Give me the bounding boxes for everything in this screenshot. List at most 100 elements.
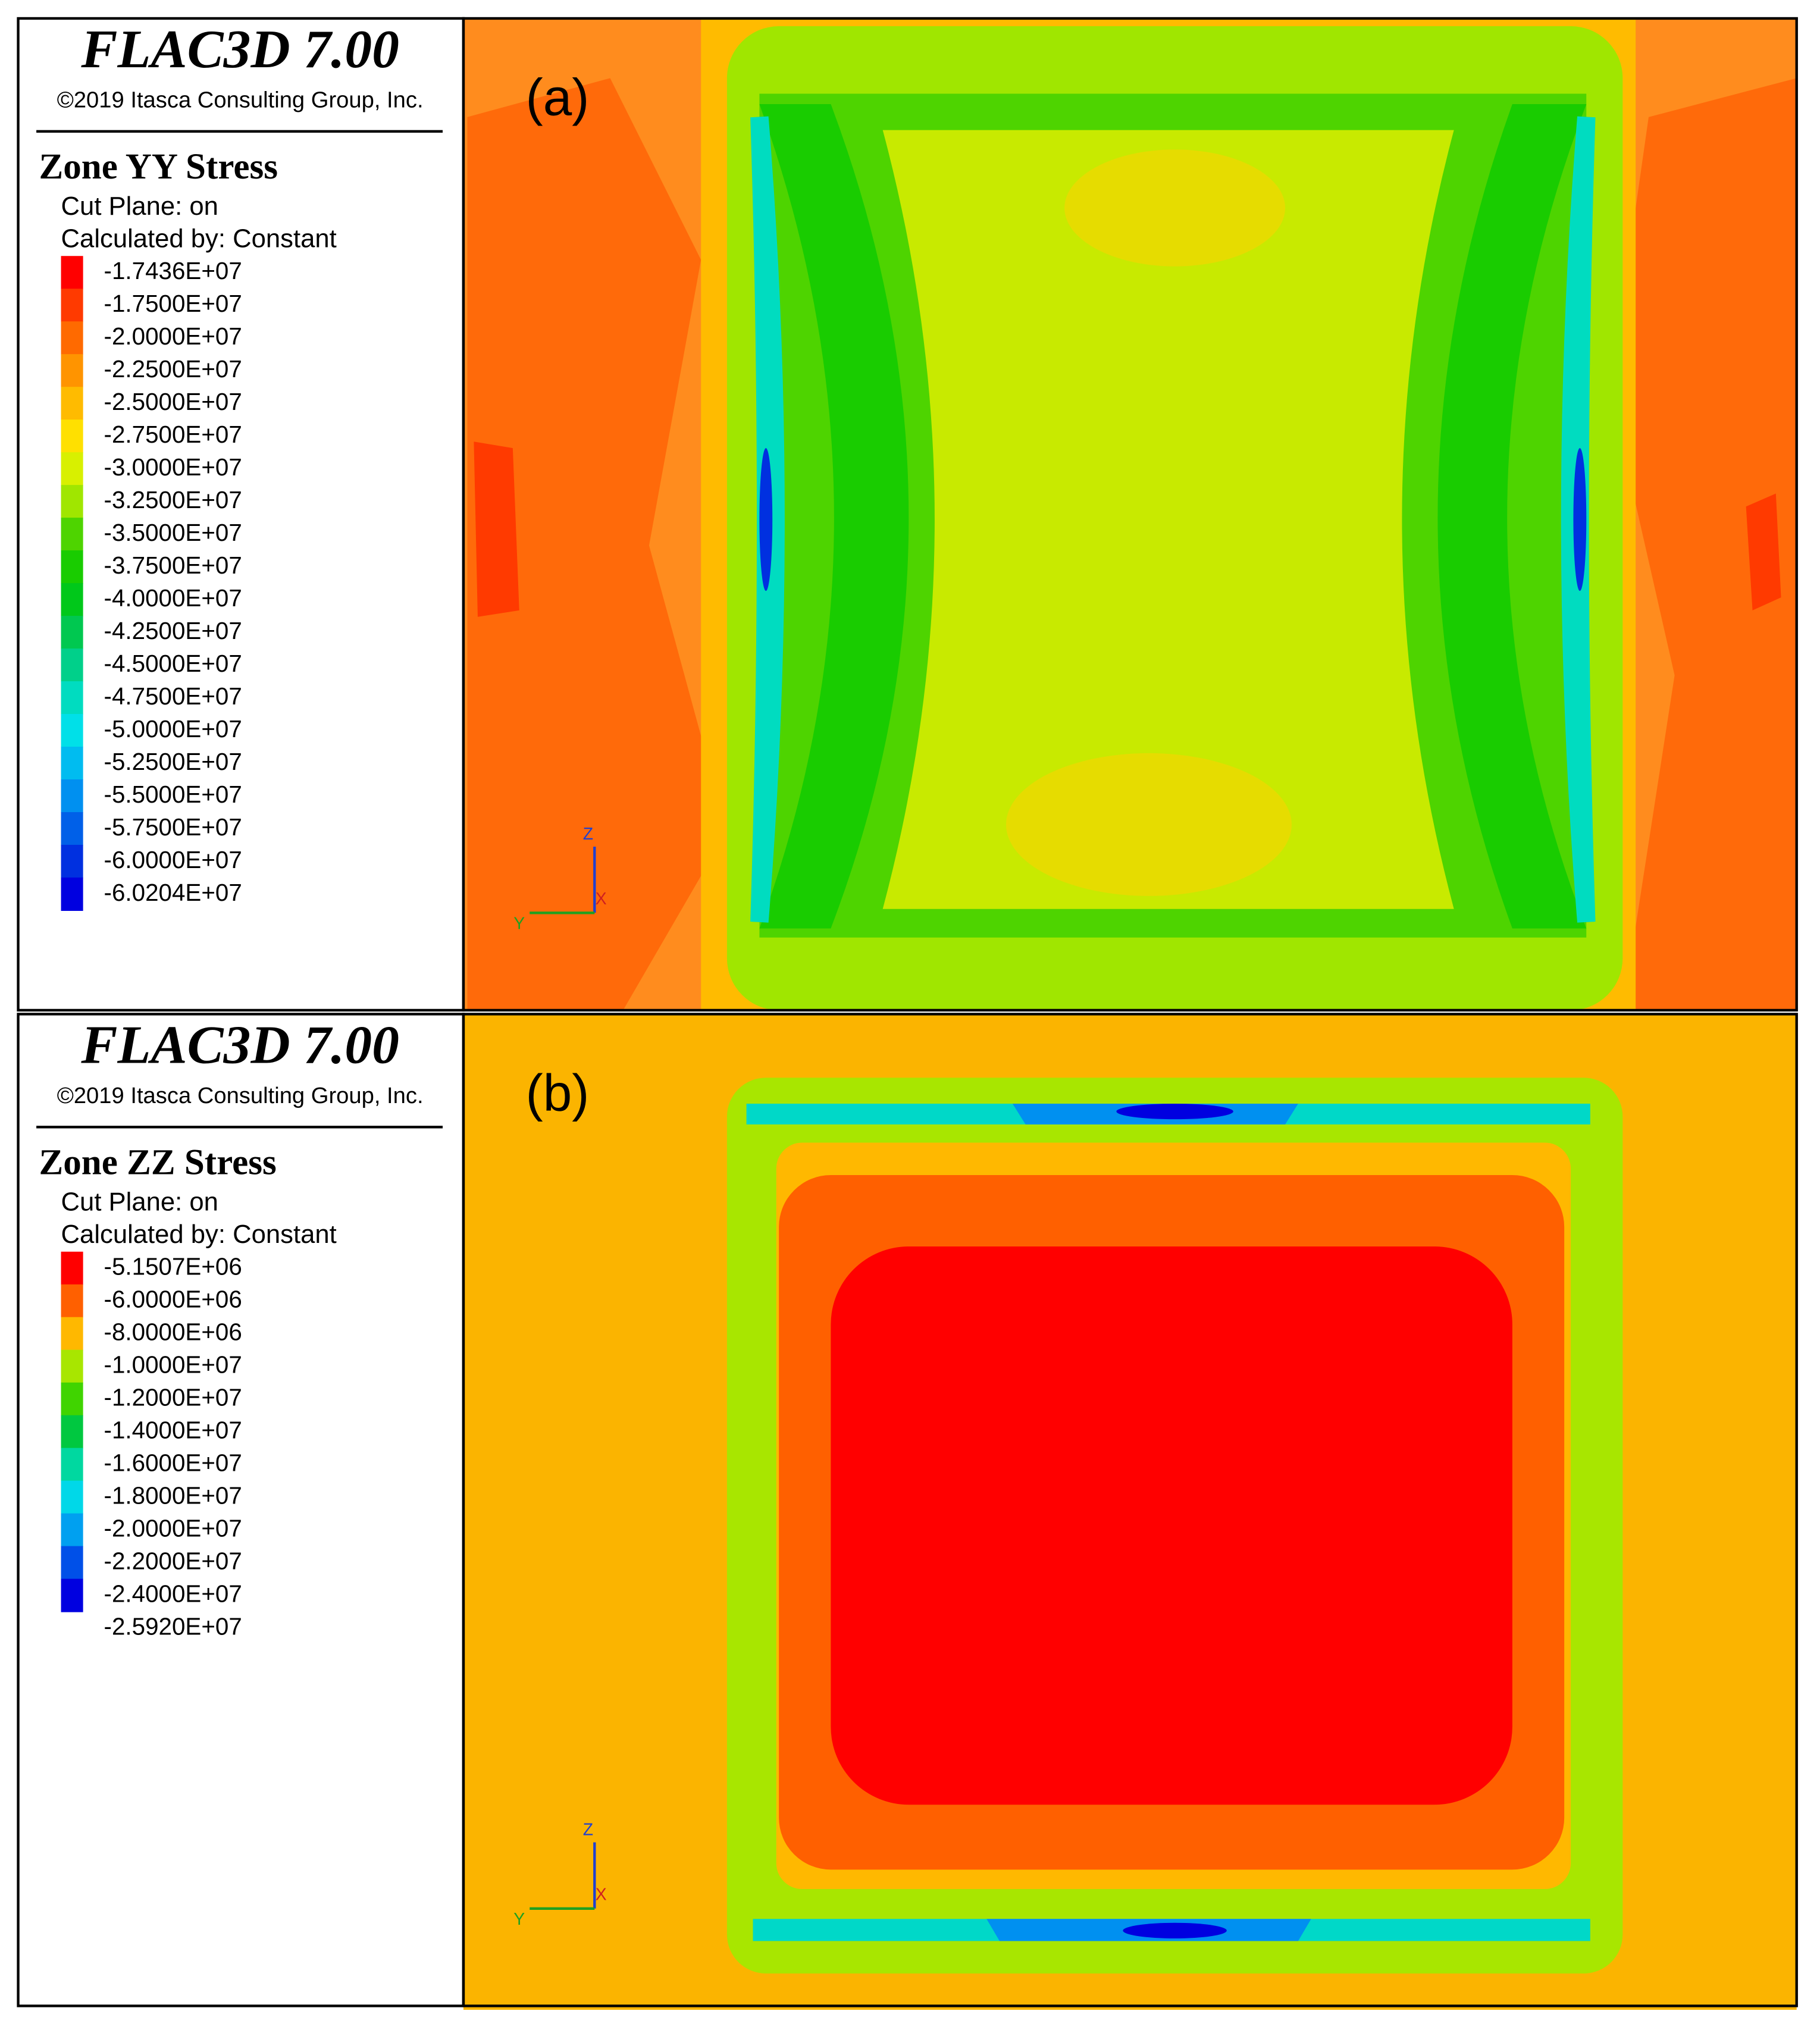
legend-label: -2.0000E+07 — [104, 322, 242, 350]
legend-label: -2.4000E+07 — [104, 1580, 242, 1608]
legend-swatch — [61, 1415, 83, 1449]
axis-z-label: Z — [583, 1820, 593, 1839]
contour-region — [831, 1246, 1512, 1805]
legend-swatch — [61, 681, 83, 715]
legend-label: -4.5000E+07 — [104, 650, 242, 677]
legend-swatch — [61, 616, 83, 650]
legend-swatch — [61, 1317, 83, 1351]
copyright: ©2019 Itasca Consulting Group, Inc. — [57, 1083, 424, 1108]
legend-swatch — [61, 354, 83, 388]
copyright: ©2019 Itasca Consulting Group, Inc. — [57, 87, 424, 113]
legend-swatch — [61, 1382, 83, 1416]
contour-region — [474, 441, 519, 617]
legend-label: -2.5000E+07 — [104, 388, 242, 415]
legend-label: -4.7500E+07 — [104, 682, 242, 710]
legend-swatch — [61, 1284, 83, 1318]
contour-region — [1746, 493, 1781, 610]
panel: (a) Z Y X FLAC3D 7.00 ©2019 Itasca Consulting… — [17, 17, 1798, 1012]
legend-swatch — [61, 812, 83, 846]
legend-label: -5.1507E+06 — [104, 1253, 242, 1280]
legend-swatch — [61, 649, 83, 682]
legend-label: -1.7500E+07 — [104, 290, 242, 317]
legend-label: -5.2500E+07 — [104, 748, 242, 775]
legend-label: -2.0000E+07 — [104, 1515, 242, 1542]
legend-swatch — [61, 518, 83, 552]
legend-label: -8.0000E+06 — [104, 1318, 242, 1346]
axis-z-label: Z — [583, 825, 593, 844]
legend-swatch — [61, 419, 83, 453]
legend-label: -6.0204E+07 — [104, 879, 242, 906]
legend-swatch — [61, 714, 83, 748]
legend-swatch — [61, 550, 83, 584]
legend-label: -2.2500E+07 — [104, 355, 242, 383]
contour-region — [882, 130, 1454, 909]
legend-label: -1.8000E+07 — [104, 1482, 242, 1509]
legend-label: -5.0000E+07 — [104, 715, 242, 743]
software-title: FLAC3D 7.00 — [80, 18, 399, 79]
legend-label: -5.5000E+07 — [104, 781, 242, 808]
legend-label: -4.0000E+07 — [104, 584, 242, 612]
legend-title: Zone ZZ Stress — [39, 1143, 276, 1183]
legend-label: -2.2000E+07 — [104, 1548, 242, 1575]
legend-label: -4.2500E+07 — [104, 617, 242, 644]
legend-swatch — [61, 877, 83, 911]
legend-swatch — [61, 1513, 83, 1547]
axis-y-label: Y — [513, 914, 525, 933]
legend-swatch — [61, 779, 83, 813]
plot-border — [462, 1013, 1798, 2007]
panel-label: (a) — [526, 69, 590, 127]
legend-label: -3.5000E+07 — [104, 519, 242, 546]
software-title: FLAC3D 7.00 — [80, 1014, 399, 1075]
legend-label: -3.7500E+07 — [104, 552, 242, 579]
legend-title: Zone YY Stress — [39, 147, 278, 187]
legend-label: -1.4000E+07 — [104, 1417, 242, 1444]
legend-swatch — [61, 1448, 83, 1481]
legend-pane — [17, 1013, 465, 2007]
legend-label: -3.0000E+07 — [104, 453, 242, 481]
legend-swatch — [61, 1349, 83, 1383]
legend-label: -6.0000E+07 — [104, 846, 242, 873]
contour-region — [1116, 1104, 1233, 1120]
legend-swatch — [61, 583, 83, 617]
legend-label: -5.7500E+07 — [104, 813, 242, 841]
legend-label: -1.7436E+07 — [104, 257, 242, 284]
legend-label: -3.2500E+07 — [104, 486, 242, 513]
contour-region — [1123, 1922, 1227, 1938]
legend-label: -1.2000E+07 — [104, 1384, 242, 1411]
legend-swatch — [61, 1578, 83, 1612]
legend-swatch — [61, 485, 83, 519]
contour-region — [1609, 78, 1797, 1010]
legend-swatch — [61, 1480, 83, 1514]
axis-y-label: Y — [513, 1910, 525, 1929]
panel: (b) Z Y X FLAC3D 7.00 ©2019 Itasca Consulting… — [17, 1013, 1798, 2010]
calculated-by: Calculated by: Constant — [61, 225, 337, 253]
legend-pane — [17, 17, 465, 1012]
legend-label: -2.5920E+07 — [104, 1613, 242, 1640]
panel-label: (b) — [526, 1064, 590, 1122]
contour-region — [1064, 149, 1286, 267]
legend-swatch — [61, 746, 83, 781]
legend-swatch — [61, 387, 83, 421]
legend-swatch — [61, 452, 83, 486]
axis-x-label: X — [596, 889, 607, 909]
plot-border — [462, 17, 1798, 1012]
legend-swatch — [61, 1251, 83, 1285]
contour-region — [467, 78, 727, 1010]
cut-plane: Cut Plane: on — [61, 1188, 218, 1217]
contour-region — [1573, 448, 1587, 591]
legend-swatch — [61, 289, 83, 322]
contour-region — [759, 448, 773, 591]
legend-label: -1.6000E+07 — [104, 1449, 242, 1477]
legend-label: -2.7500E+07 — [104, 421, 242, 448]
legend-swatch — [61, 256, 83, 290]
legend-swatch — [61, 321, 83, 355]
contour-region — [759, 104, 909, 929]
calculated-by: Calculated by: Constant — [61, 1220, 337, 1249]
legend-swatch — [61, 844, 83, 879]
legend-label: -6.0000E+06 — [104, 1286, 242, 1313]
axis-x-label: X — [596, 1885, 607, 1904]
legend-swatch — [61, 1546, 83, 1580]
contour-region — [1005, 753, 1292, 896]
